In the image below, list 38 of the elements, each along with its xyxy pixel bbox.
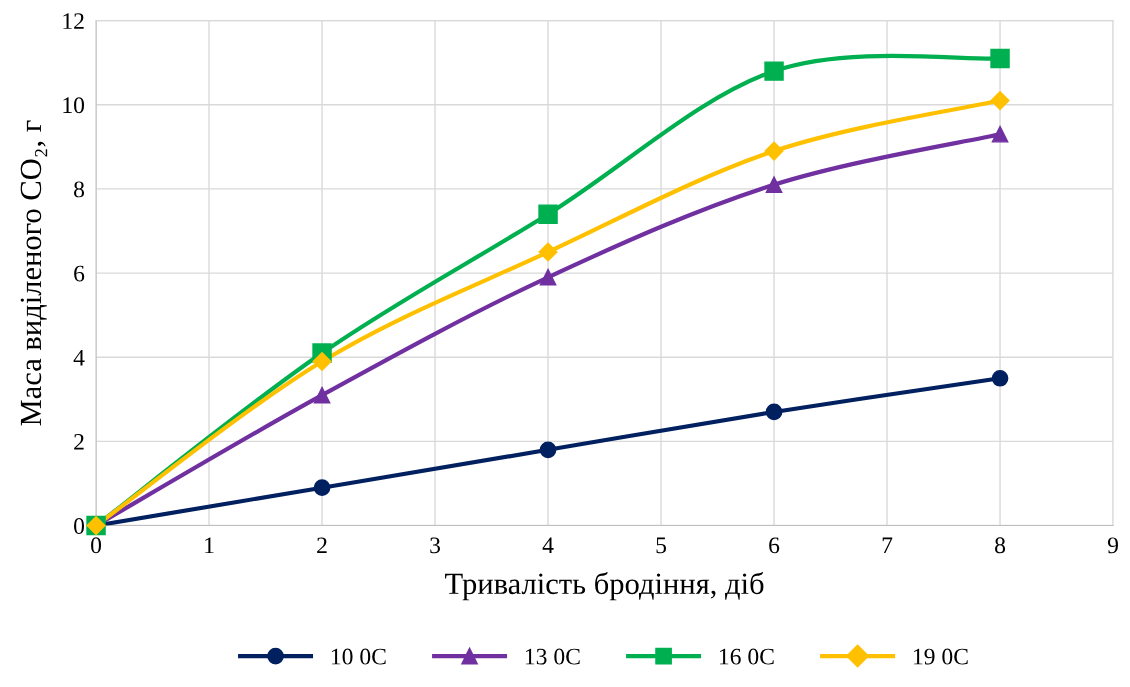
point [313, 479, 331, 497]
y-tick-label: 2 [74, 433, 84, 450]
x-tick-label: 7 [882, 537, 893, 554]
point [312, 351, 332, 371]
point [765, 176, 783, 194]
point [538, 242, 558, 262]
y-tick-label: 4 [73, 349, 85, 366]
y-tick-label: 8 [74, 181, 85, 198]
point [764, 141, 784, 161]
x-tick-label: 5 [656, 537, 667, 554]
x-tick-label: 0 [91, 537, 102, 554]
point [991, 369, 1009, 387]
x-tick-label: 2 [317, 537, 327, 554]
x-tick-label: 4 [542, 537, 554, 554]
point [764, 61, 784, 81]
point [990, 91, 1010, 111]
y-tick-label: 10 [63, 97, 85, 114]
legend-label: 19 0C [913, 648, 968, 665]
x-tick-label: 8 [995, 537, 1006, 554]
x-tick-label: 6 [769, 537, 780, 554]
point [765, 403, 783, 421]
legend-label: 16 0C [719, 648, 774, 665]
y-axis-title: Маса виділеного CO₂, г [20, 120, 48, 426]
y-tick-label: 6 [74, 265, 85, 282]
legend-label: 13 0C [525, 648, 580, 665]
y-tick-label: 0 [74, 518, 85, 534]
point [313, 386, 331, 404]
point [539, 441, 557, 459]
x-tick-label: 1 [205, 537, 214, 554]
point [538, 204, 558, 224]
x-axis-title: Тривалість бродіння, діб [445, 571, 764, 601]
point [990, 48, 1010, 69]
point [539, 268, 557, 286]
point [991, 125, 1009, 143]
legend-label: 10 0C [331, 648, 386, 665]
x-tick-label: 9 [1107, 537, 1118, 554]
x-tick-label: 3 [430, 537, 441, 554]
y-tick-label: 12 [63, 13, 84, 29]
